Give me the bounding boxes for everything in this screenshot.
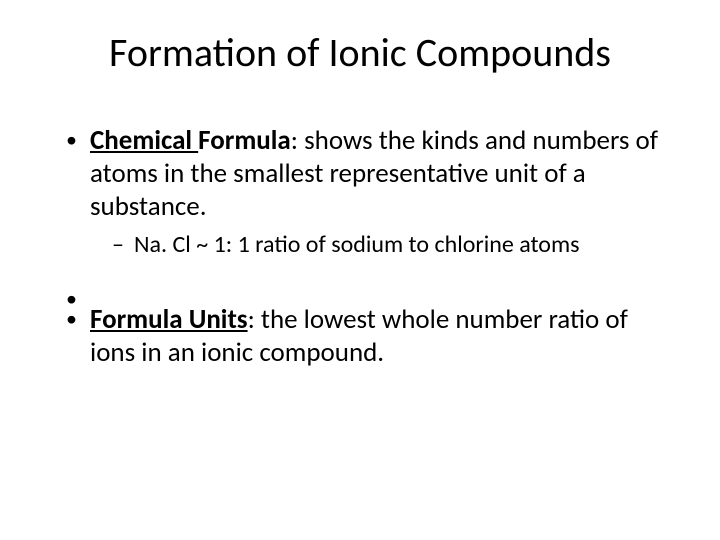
sub-bullet-list: Na. Cl ~ 1: 1 ratio of sodium to chlorin…	[90, 230, 672, 260]
term-underlined: Formula Units	[90, 303, 248, 336]
slide: Formation of Ionic Compounds Chemical Fo…	[0, 0, 720, 540]
bullet-item: Formula Units: the lowest whole number r…	[66, 304, 672, 370]
slide-title: Formation of Ionic Compounds	[48, 28, 672, 77]
bullet-item: Chemical Formula: shows the kinds and nu…	[66, 125, 672, 260]
term-underlined: Chemical	[90, 124, 198, 157]
sub-bullet-item: Na. Cl ~ 1: 1 ratio of sodium to chlorin…	[112, 230, 672, 260]
term-rest: Formula	[198, 124, 291, 157]
bullet-list: Chemical Formula: shows the kinds and nu…	[48, 125, 672, 370]
spacer	[66, 284, 672, 304]
